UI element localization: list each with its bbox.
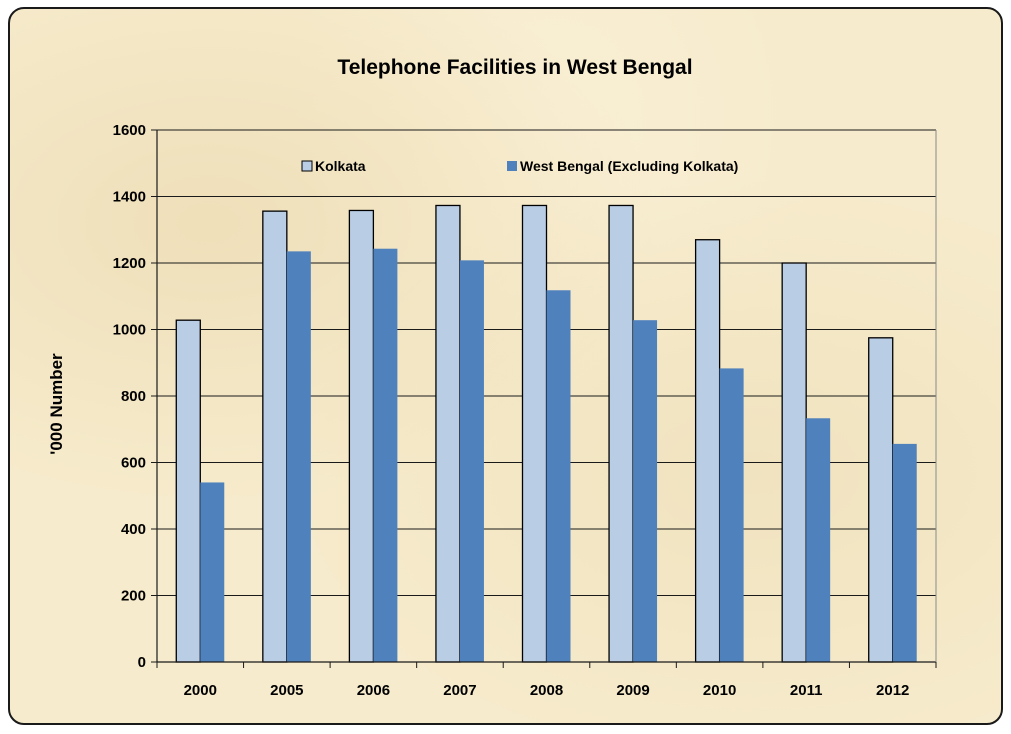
bar-kolkata-2000 (175, 319, 201, 663)
y-tick-label-0: 0 (138, 654, 146, 671)
bar-west-bengal-2005 (286, 251, 311, 663)
legend-swatch-kolkata (301, 160, 313, 172)
y-tick-label-1400: 1400 (113, 189, 146, 206)
axes (151, 129, 937, 668)
y-tick-label-200: 200 (121, 588, 146, 605)
x-tick-label-2009: 2009 (616, 682, 649, 699)
y-tick-label-800: 800 (121, 388, 146, 405)
bar-kolkata-2009 (608, 204, 634, 663)
x-tick-label-2011: 2011 (790, 682, 823, 699)
bar-west-bengal-2009 (633, 320, 658, 662)
tick-labels: 0 200 400 600 800 1000 1200 1400 1600 2000 2005 200… (113, 122, 910, 699)
bar-west-bengal-2010 (719, 368, 744, 662)
bar-kolkata-2007 (435, 204, 461, 663)
x-tick-label-2012: 2012 (876, 682, 909, 699)
x-tick-label-2008: 2008 (530, 682, 563, 699)
bar-kolkata-2012 (868, 337, 894, 663)
x-tick-label-2007: 2007 (443, 682, 476, 699)
bar-kolkata-2008 (521, 204, 548, 663)
legend-swatch-west-bengal (507, 161, 517, 171)
legend: Kolkata West Bengal (Excluding Kolkata) (301, 158, 738, 174)
bar-kolkata-2011 (781, 262, 807, 663)
legend-label-west-bengal: West Bengal (Excluding Kolkata) (520, 158, 738, 174)
bar-west-bengal-2011 (806, 418, 831, 662)
chart-svg: Telephone Facilities in West Bengal '000… (47, 56, 937, 699)
y-axis-label: '000 Number (47, 353, 66, 455)
x-tick-label-2000: 2000 (184, 682, 217, 699)
y-tick-label-1600: 1600 (113, 122, 146, 139)
bar-kolkata-2010 (694, 239, 721, 663)
y-tick-label-1000: 1000 (113, 322, 146, 339)
bar-kolkata-2005 (262, 210, 288, 663)
bar-west-bengal-2000 (200, 482, 225, 662)
bar-kolkata-2006 (348, 209, 375, 663)
y-tick-label-1200: 1200 (113, 255, 146, 272)
x-tick-label-2010: 2010 (703, 682, 736, 699)
bar-west-bengal-2008 (546, 290, 571, 662)
bar-west-bengal-2006 (373, 248, 398, 662)
bar-west-bengal-2007 (459, 260, 484, 662)
y-tick-label-400: 400 (121, 521, 146, 538)
legend-label-kolkata: Kolkata (315, 158, 366, 174)
bar-west-bengal-2012 (892, 443, 917, 662)
x-tick-label-2005: 2005 (270, 682, 303, 699)
chart-frame: Telephone Facilities in West Bengal '000… (8, 7, 1003, 725)
y-tick-label-600: 600 (121, 455, 146, 472)
chart-title: Telephone Facilities in West Bengal (337, 56, 692, 79)
bars (175, 204, 917, 663)
x-tick-label-2006: 2006 (357, 682, 390, 699)
